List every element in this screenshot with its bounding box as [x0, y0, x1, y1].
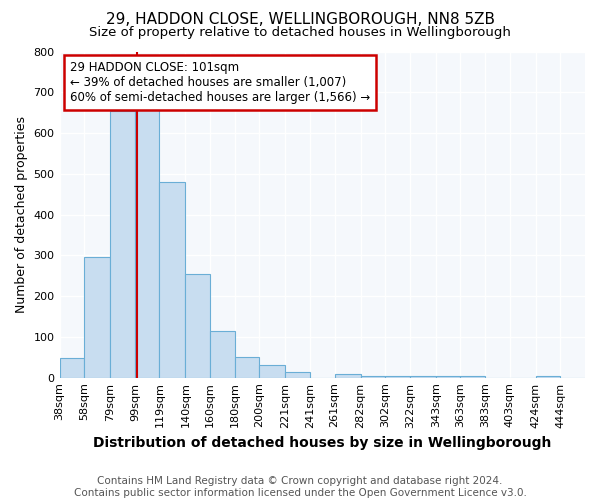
- Bar: [436, 376, 460, 378]
- Bar: [160, 182, 185, 378]
- Bar: [235, 358, 259, 378]
- Bar: [536, 376, 560, 378]
- Bar: [361, 376, 385, 378]
- Bar: [110, 110, 135, 378]
- Y-axis label: Number of detached properties: Number of detached properties: [15, 116, 28, 313]
- Bar: [410, 376, 436, 378]
- Bar: [84, 258, 110, 378]
- Text: 29 HADDON CLOSE: 101sqm
← 39% of detached houses are smaller (1,007)
60% of semi: 29 HADDON CLOSE: 101sqm ← 39% of detache…: [70, 62, 370, 104]
- Bar: [210, 331, 235, 378]
- Text: Contains HM Land Registry data © Crown copyright and database right 2024.
Contai: Contains HM Land Registry data © Crown c…: [74, 476, 526, 498]
- Bar: [135, 104, 160, 378]
- Bar: [285, 372, 310, 378]
- Bar: [185, 274, 210, 378]
- Bar: [259, 366, 285, 378]
- Bar: [460, 376, 485, 378]
- Bar: [385, 376, 410, 378]
- Bar: [59, 358, 84, 378]
- X-axis label: Distribution of detached houses by size in Wellingborough: Distribution of detached houses by size …: [93, 436, 551, 450]
- Text: 29, HADDON CLOSE, WELLINGBOROUGH, NN8 5ZB: 29, HADDON CLOSE, WELLINGBOROUGH, NN8 5Z…: [106, 12, 494, 28]
- Bar: [335, 374, 361, 378]
- Text: Size of property relative to detached houses in Wellingborough: Size of property relative to detached ho…: [89, 26, 511, 39]
